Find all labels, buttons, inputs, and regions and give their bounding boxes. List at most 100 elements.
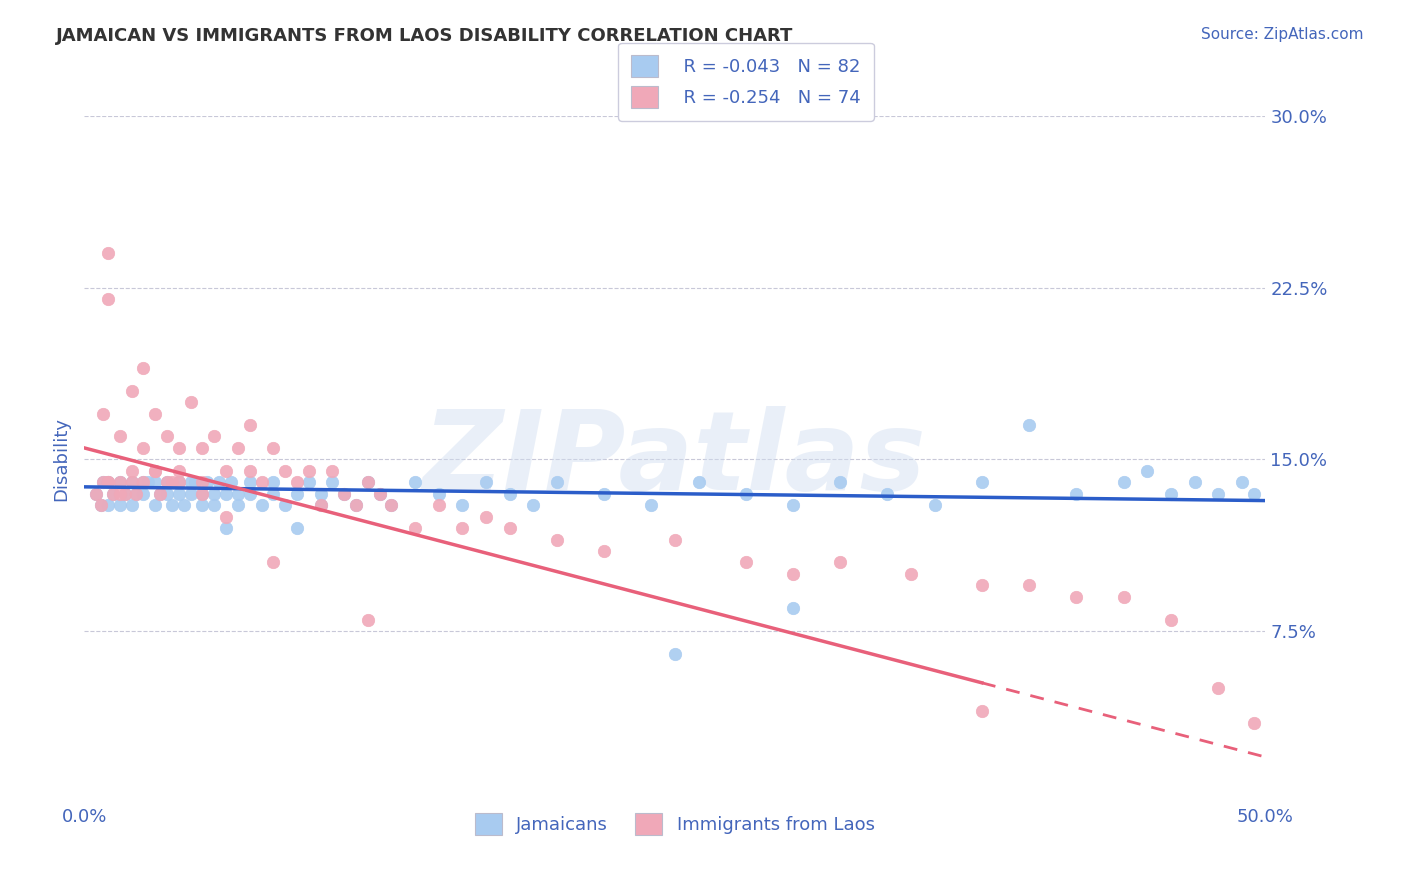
- Point: [368, 487, 391, 501]
- Point: [404, 475, 426, 490]
- Point: [195, 475, 218, 490]
- Point: [522, 498, 544, 512]
- Point: [239, 475, 262, 490]
- Point: [309, 487, 332, 501]
- Point: [180, 487, 202, 501]
- Point: [309, 498, 332, 512]
- Point: [91, 407, 114, 421]
- Point: [215, 487, 238, 501]
- Point: [108, 429, 131, 443]
- Point: [91, 475, 114, 490]
- Point: [191, 475, 214, 490]
- Point: [84, 487, 107, 501]
- Point: [333, 487, 356, 501]
- Point: [180, 475, 202, 490]
- Point: [380, 498, 402, 512]
- Point: [90, 498, 112, 512]
- Y-axis label: Disability: Disability: [52, 417, 70, 501]
- Point: [215, 521, 238, 535]
- Point: [498, 521, 520, 535]
- Point: [970, 578, 993, 592]
- Point: [274, 464, 297, 478]
- Point: [108, 475, 131, 490]
- Point: [239, 487, 262, 501]
- Point: [160, 475, 183, 490]
- Point: [191, 441, 214, 455]
- Point: [149, 487, 172, 501]
- Point: [830, 555, 852, 570]
- Point: [132, 441, 155, 455]
- Point: [114, 487, 136, 501]
- Point: [404, 521, 426, 535]
- Point: [97, 475, 120, 490]
- Point: [239, 417, 262, 433]
- Point: [1018, 578, 1040, 592]
- Point: [333, 487, 356, 501]
- Point: [202, 429, 225, 443]
- Point: [924, 498, 946, 512]
- Point: [143, 464, 166, 478]
- Point: [427, 498, 450, 512]
- Point: [970, 475, 993, 490]
- Point: [250, 498, 273, 512]
- Point: [344, 498, 367, 512]
- Point: [734, 555, 756, 570]
- Point: [156, 475, 179, 490]
- Point: [143, 407, 166, 421]
- Point: [226, 441, 249, 455]
- Point: [125, 487, 148, 501]
- Point: [143, 464, 166, 478]
- Point: [782, 498, 804, 512]
- Point: [132, 475, 155, 490]
- Point: [132, 475, 155, 490]
- Point: [121, 464, 143, 478]
- Point: [900, 566, 922, 581]
- Point: [226, 498, 249, 512]
- Point: [84, 487, 107, 501]
- Point: [97, 475, 120, 490]
- Point: [1206, 681, 1229, 696]
- Point: [475, 475, 498, 490]
- Point: [876, 487, 898, 501]
- Point: [1066, 487, 1088, 501]
- Point: [1066, 590, 1088, 604]
- Point: [184, 475, 207, 490]
- Point: [191, 498, 214, 512]
- Point: [132, 487, 155, 501]
- Point: [1230, 475, 1253, 490]
- Point: [219, 475, 242, 490]
- Point: [451, 521, 474, 535]
- Point: [285, 475, 308, 490]
- Point: [156, 475, 179, 490]
- Point: [191, 487, 214, 501]
- Point: [1243, 487, 1265, 501]
- Point: [97, 475, 120, 490]
- Point: [298, 464, 321, 478]
- Point: [498, 487, 520, 501]
- Point: [97, 246, 120, 260]
- Point: [108, 475, 131, 490]
- Point: [1243, 715, 1265, 730]
- Point: [1184, 475, 1206, 490]
- Point: [215, 464, 238, 478]
- Point: [321, 475, 343, 490]
- Point: [121, 384, 143, 398]
- Point: [640, 498, 662, 512]
- Point: [173, 498, 195, 512]
- Point: [156, 487, 179, 501]
- Point: [215, 509, 238, 524]
- Point: [1160, 487, 1182, 501]
- Text: ZIPatlas: ZIPatlas: [423, 406, 927, 513]
- Point: [782, 566, 804, 581]
- Point: [1136, 464, 1159, 478]
- Point: [226, 487, 249, 501]
- Point: [262, 475, 284, 490]
- Text: Source: ZipAtlas.com: Source: ZipAtlas.com: [1201, 27, 1364, 42]
- Point: [1206, 487, 1229, 501]
- Point: [208, 475, 231, 490]
- Point: [357, 475, 380, 490]
- Point: [143, 498, 166, 512]
- Point: [664, 533, 686, 547]
- Point: [97, 292, 120, 306]
- Point: [149, 487, 172, 501]
